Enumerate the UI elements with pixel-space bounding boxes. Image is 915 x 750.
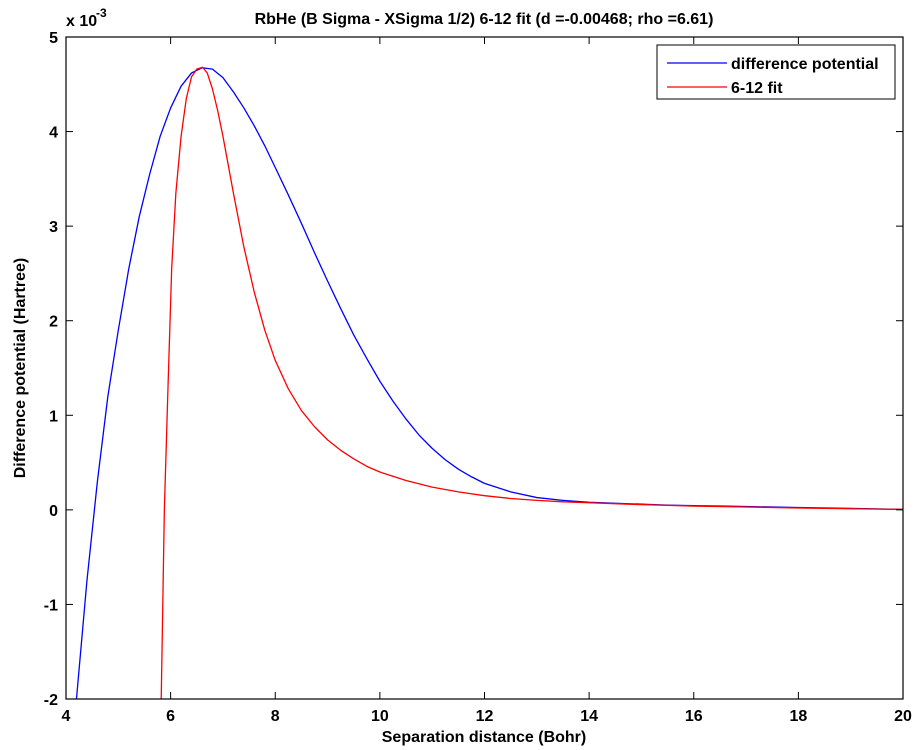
y-axis-label: Difference potential (Hartree): [12, 258, 29, 479]
y-tick-label: 5: [49, 30, 58, 47]
series-line-6-12-fit: [160, 66, 903, 699]
x-axis: 4 6 8 10 12 14 16 18 20: [62, 37, 912, 725]
y-tick-label: 4: [49, 125, 58, 142]
x-tick-label: 20: [894, 708, 912, 725]
x-axis-label: Separation distance (Bohr): [382, 729, 586, 746]
x-tick-label: 4: [62, 708, 71, 725]
y-exponent-base: x 10: [66, 13, 97, 30]
x-tick-label: 18: [789, 708, 807, 725]
chart-title: RbHe (B Sigma - XSigma 1/2) 6-12 fit (d …: [255, 11, 714, 28]
legend-label-6-12-fit: 6-12 fit: [731, 80, 783, 97]
x-tick-label: 12: [476, 708, 494, 725]
y-tick-label: 3: [49, 219, 58, 236]
y-tick-label: 2: [49, 314, 58, 331]
legend: difference potential 6-12 fit: [656, 44, 896, 100]
legend-box: [656, 44, 896, 100]
y-tick-label: 1: [49, 408, 58, 425]
x-tick-label: 6: [166, 708, 175, 725]
y-axis: -2 -1 0 1 2 3 4 5: [44, 30, 903, 709]
series-layer: [75, 66, 903, 699]
y-tick-label: -2: [44, 692, 58, 709]
x-tick-label: 14: [580, 708, 598, 725]
y-exponent-power: -3: [96, 6, 107, 20]
y-tick-label: 0: [49, 503, 58, 520]
x-tick-label: 16: [685, 708, 703, 725]
y-tick-label: -1: [44, 597, 58, 614]
legend-label-difference-potential: difference potential: [731, 56, 879, 73]
x-tick-label: 8: [271, 708, 280, 725]
x-tick-label: 10: [371, 708, 389, 725]
y-exponent-label: x 10 -3: [66, 6, 107, 30]
